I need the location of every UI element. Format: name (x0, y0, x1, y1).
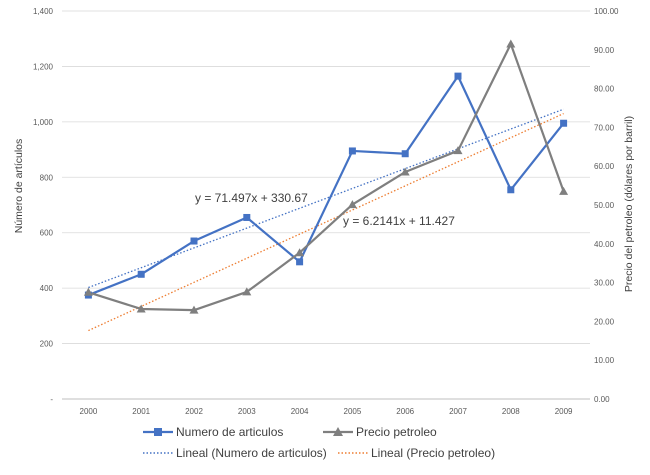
legend-label-series1: Numero de articulos (176, 425, 283, 439)
data-point-series2 (506, 39, 516, 48)
right-tick-label: 70.00 (594, 123, 615, 132)
right-tick-label: 80.00 (594, 85, 615, 94)
trendlines (88, 108, 564, 332)
left-tick-label: 1,200 (33, 62, 54, 71)
left-axis-title: Número de artículos (13, 139, 25, 234)
x-tick-label: 2003 (238, 407, 256, 416)
legend-item-series1[interactable]: Numero de articulos (143, 425, 283, 439)
trendline-equation-articulos: y = 71.497x + 330.67 (195, 191, 308, 205)
right-tick-label: 100.00 (594, 7, 619, 16)
legend-item-trend2[interactable]: Lineal (Precio petroleo) (338, 446, 495, 460)
right-tick-label: 50.00 (594, 201, 615, 210)
right-tick-label: 90.00 (594, 46, 615, 55)
right-tick-label: 0.00 (594, 395, 610, 404)
x-tick-label: 2004 (291, 407, 309, 416)
left-tick-label: 1,000 (33, 118, 54, 127)
right-tick-label: 60.00 (594, 162, 615, 171)
left-tick-label: 400 (40, 284, 54, 293)
data-point-series1 (243, 213, 251, 221)
data-point-series1 (560, 119, 568, 127)
left-tick-label: - (50, 395, 53, 404)
data-point-series2 (136, 304, 146, 313)
series-line-1 (87, 75, 565, 297)
right-axis-ticks: 0.00 10.00 20.00 30.00 40.00 50.00 60.00 70.00 8… (594, 7, 619, 404)
trendline-1 (88, 108, 564, 289)
gridlines (62, 10, 590, 400)
data-point-series2 (559, 186, 569, 195)
data-point-series2 (83, 287, 93, 296)
data-point-series2 (295, 248, 305, 257)
series-lines (87, 42, 565, 312)
x-axis-ticks: 2000 2001 2002 2003 2004 2005 2006 2007 2008 2009 (80, 407, 574, 416)
x-tick-label: 2009 (555, 407, 573, 416)
left-axis-ticks: - 200 400 600 800 1,000 1,200 1,400 (33, 7, 54, 404)
legend: Numero de articulos Precio petroleo Line… (143, 425, 495, 460)
data-point-series1 (190, 237, 198, 245)
right-axis-title: Precio del petroleo (dólares por barril) (623, 116, 635, 292)
right-tick-label: 40.00 (594, 240, 615, 249)
data-point-series2 (189, 305, 199, 314)
data-point-series1 (454, 72, 462, 80)
data-point-series1 (507, 186, 515, 194)
data-point-series2 (453, 146, 463, 155)
x-tick-label: 2007 (449, 407, 467, 416)
x-tick-label: 2000 (80, 407, 98, 416)
left-tick-label: 200 (40, 340, 54, 349)
right-tick-label: 10.00 (594, 356, 615, 365)
legend-label-series2: Precio petroleo (356, 425, 437, 439)
data-point-series1 (348, 147, 356, 155)
left-tick-label: 800 (40, 173, 54, 182)
x-tick-label: 2001 (132, 407, 150, 416)
data-point-series2 (400, 167, 410, 176)
left-tick-label: 600 (40, 229, 54, 238)
data-point-series1 (296, 258, 304, 266)
left-tick-label: 1,400 (33, 7, 54, 16)
data-point-series1 (137, 270, 145, 278)
legend-item-series2[interactable]: Precio petroleo (323, 425, 437, 439)
trendline-2 (88, 112, 564, 332)
series-line-2 (88, 42, 565, 312)
trendline-equation-petroleo: y = 6.2141x + 11.427 (343, 214, 455, 228)
legend-label-trend2: Lineal (Precio petroleo) (371, 446, 495, 460)
data-point-series1 (401, 150, 409, 158)
right-tick-label: 20.00 (594, 317, 615, 326)
data-point-series2 (347, 200, 357, 209)
x-tick-label: 2005 (344, 407, 362, 416)
x-tick-label: 2006 (396, 407, 414, 416)
data-point-series2 (242, 287, 252, 296)
series-markers (83, 39, 569, 314)
x-tick-label: 2002 (185, 407, 203, 416)
legend-label-trend1: Lineal (Numero de articulos) (176, 446, 327, 460)
right-tick-label: 30.00 (594, 279, 615, 288)
x-tick-label: 2008 (502, 407, 520, 416)
legend-item-trend1[interactable]: Lineal (Numero de articulos) (143, 446, 327, 460)
